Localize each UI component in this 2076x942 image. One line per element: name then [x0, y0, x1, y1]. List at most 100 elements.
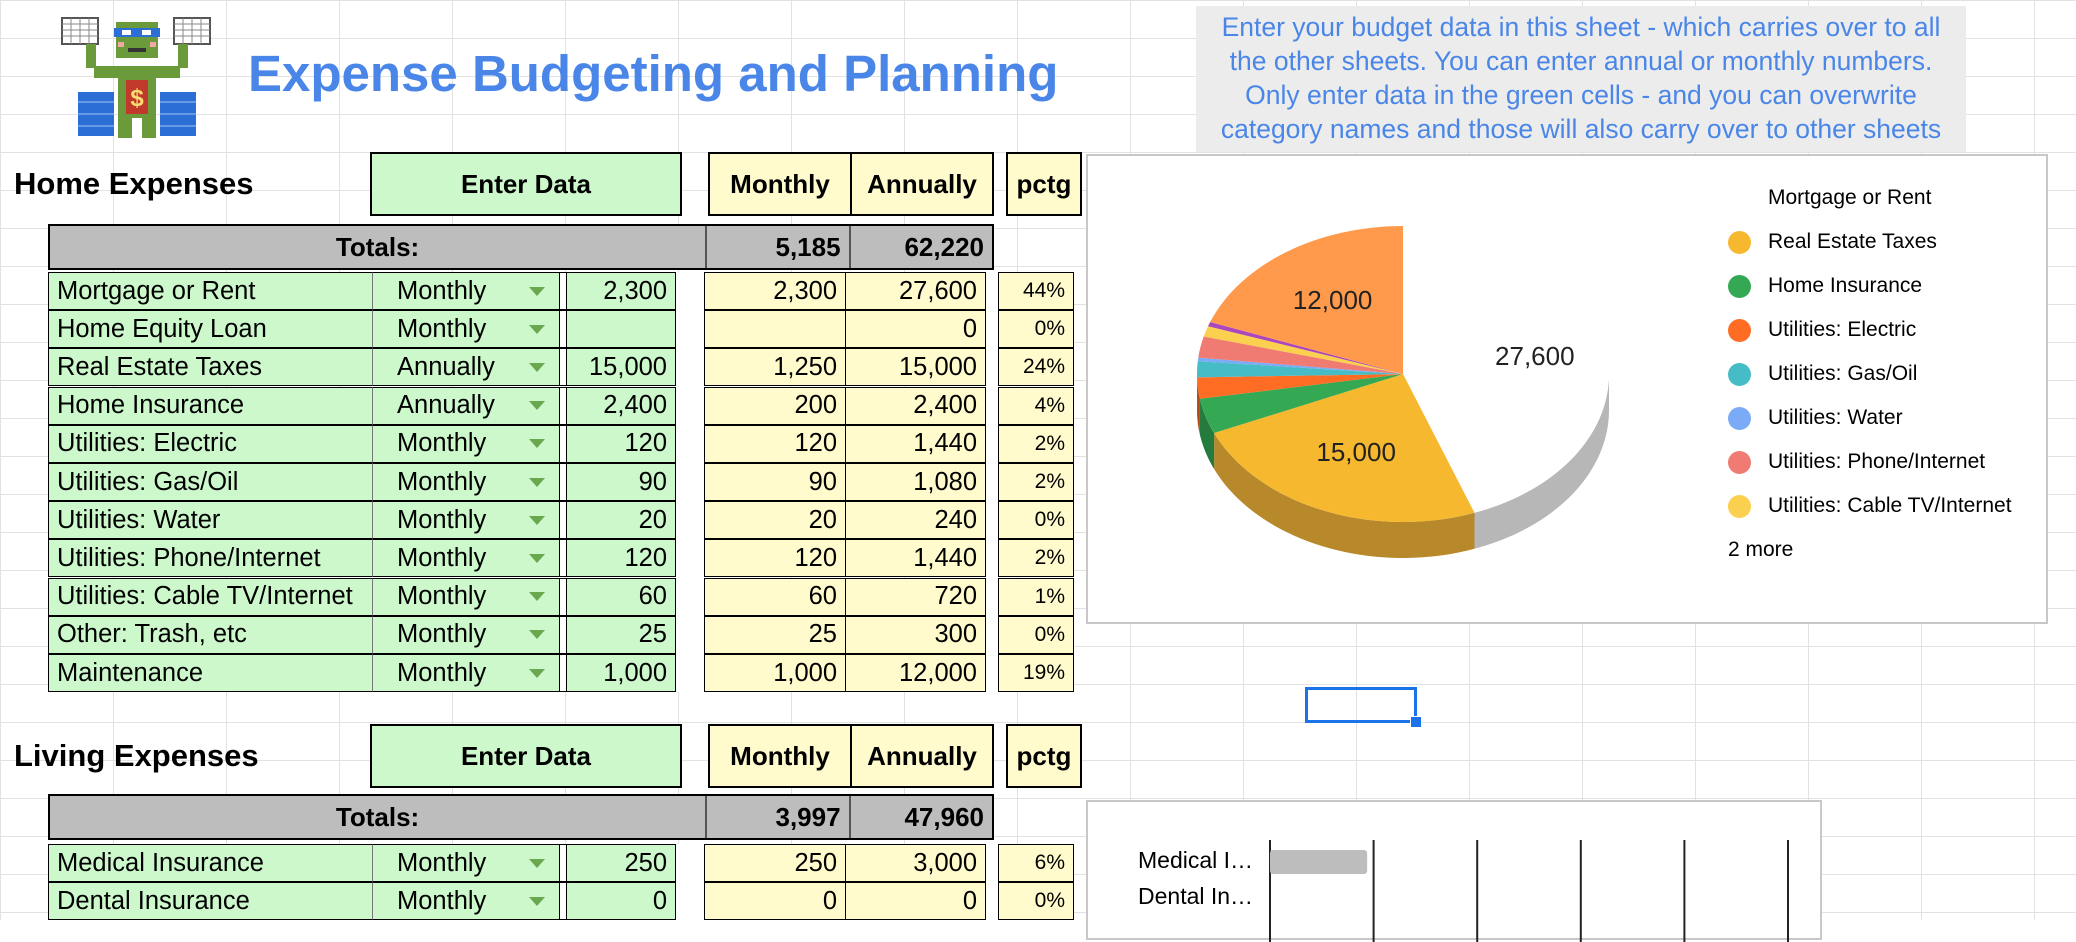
category-name-cell[interactable]: Medical Insurance: [48, 844, 372, 882]
monthly-cell: [704, 310, 846, 348]
pctg-cell: 44%: [998, 272, 1074, 310]
category-name-cell[interactable]: Utilities: Gas/Oil: [48, 463, 372, 501]
note-line: Enter your budget data in this sheet - w…: [1196, 10, 1966, 44]
category-name-cell[interactable]: Dental Insurance: [48, 882, 372, 920]
selected-cell[interactable]: [1305, 687, 1417, 723]
amount-input-cell[interactable]: 2,300: [566, 272, 676, 310]
frequency-dropdown[interactable]: Monthly: [372, 310, 560, 348]
legend-more[interactable]: 2 more: [1728, 528, 2012, 572]
amount-input-cell[interactable]: 15,000: [566, 348, 676, 386]
pctg-cell: 0%: [998, 310, 1074, 348]
legend-label: Utilities: Phone/Internet: [1768, 450, 1985, 474]
monthly-cell: 200: [704, 387, 846, 425]
dropdown-arrow-icon[interactable]: [529, 859, 545, 868]
amount-input-cell[interactable]: 120: [566, 425, 676, 463]
category-name-cell[interactable]: Utilities: Electric: [48, 425, 372, 463]
bar-chart[interactable]: Medical I…Dental In…: [1086, 800, 1822, 940]
category-name-cell[interactable]: Utilities: Phone/Internet: [48, 539, 372, 577]
pctg-cell: 2%: [998, 539, 1074, 577]
amount-input-cell[interactable]: [566, 310, 676, 348]
amount-input-cell[interactable]: 120: [566, 539, 676, 577]
category-name-cell[interactable]: Real Estate Taxes: [48, 348, 372, 386]
amount-input-cell[interactable]: 60: [566, 578, 676, 616]
dropdown-arrow-icon[interactable]: [529, 363, 545, 372]
living-pctg-header: pctg: [1006, 724, 1082, 788]
bar-category-label: Medical I…: [1138, 847, 1253, 873]
category-name-cell[interactable]: Other: Trash, etc: [48, 616, 372, 654]
frequency-dropdown[interactable]: Monthly: [372, 272, 560, 310]
home-annually-header: Annually: [850, 152, 994, 216]
category-name-cell[interactable]: Utilities: Cable TV/Internet: [48, 578, 372, 616]
category-name-cell[interactable]: Utilities: Water: [48, 501, 372, 539]
frequency-value: Annually: [397, 353, 495, 382]
dropdown-arrow-icon[interactable]: [529, 554, 545, 563]
monthly-cell: 120: [704, 425, 846, 463]
category-name-cell[interactable]: Mortgage or Rent: [48, 272, 372, 310]
legend-item[interactable]: Utilities: Gas/Oil: [1728, 352, 2012, 396]
dropdown-arrow-icon[interactable]: [529, 516, 545, 525]
legend-item[interactable]: Utilities: Phone/Internet: [1728, 440, 2012, 484]
amount-input-cell[interactable]: 25: [566, 616, 676, 654]
frequency-dropdown[interactable]: Monthly: [372, 425, 560, 463]
spacer-cell: [986, 501, 998, 539]
annually-cell: 12,000: [846, 654, 986, 692]
bar[interactable]: [1270, 850, 1367, 874]
dropdown-arrow-icon[interactable]: [529, 669, 545, 678]
legend-item[interactable]: Home Insurance: [1728, 264, 2012, 308]
frequency-dropdown[interactable]: Annually: [372, 348, 560, 386]
legend-dot: [1728, 363, 1751, 386]
monthly-cell: 25: [704, 616, 846, 654]
dropdown-arrow-icon[interactable]: [529, 325, 545, 334]
legend-label: Home Insurance: [1768, 274, 1922, 298]
dropdown-arrow-icon[interactable]: [529, 592, 545, 601]
spacer-cell: [676, 425, 704, 463]
frequency-dropdown[interactable]: Monthly: [372, 882, 560, 920]
pctg-cell: 19%: [998, 654, 1074, 692]
living-totals-row: Totals: 3,997 47,960: [48, 794, 994, 840]
category-name-cell[interactable]: Home Equity Loan: [48, 310, 372, 348]
amount-input-cell[interactable]: 2,400: [566, 387, 676, 425]
category-name-cell[interactable]: Maintenance: [48, 654, 372, 692]
robot-logo-icon: $: [58, 14, 216, 140]
frequency-dropdown[interactable]: Monthly: [372, 539, 560, 577]
dropdown-arrow-icon[interactable]: [529, 401, 545, 410]
spacer-cell: [676, 654, 704, 692]
legend-item[interactable]: Utilities: Water: [1728, 396, 2012, 440]
dropdown-arrow-icon[interactable]: [529, 287, 545, 296]
frequency-dropdown[interactable]: Monthly: [372, 463, 560, 501]
monthly-cell: 250: [704, 844, 846, 882]
amount-input-cell[interactable]: 20: [566, 501, 676, 539]
legend-item[interactable]: Utilities: Electric: [1728, 308, 2012, 352]
spacer-cell: [986, 387, 998, 425]
amount-input-cell[interactable]: 90: [566, 463, 676, 501]
spacer-cell: [676, 387, 704, 425]
annually-cell: 300: [846, 616, 986, 654]
frequency-dropdown[interactable]: Monthly: [372, 654, 560, 692]
frequency-dropdown[interactable]: Annually: [372, 387, 560, 425]
amount-input-cell[interactable]: 250: [566, 844, 676, 882]
legend-item[interactable]: Utilities: Cable TV/Internet: [1728, 484, 2012, 528]
frequency-dropdown[interactable]: Monthly: [372, 501, 560, 539]
dropdown-arrow-icon[interactable]: [529, 478, 545, 487]
amount-input-cell[interactable]: 1,000: [566, 654, 676, 692]
legend-item[interactable]: Real Estate Taxes: [1728, 220, 2012, 264]
dropdown-arrow-icon[interactable]: [529, 439, 545, 448]
monthly-cell: 0: [704, 882, 846, 920]
frequency-dropdown[interactable]: Monthly: [372, 578, 560, 616]
legend-dot: [1728, 451, 1751, 474]
frequency-value: Annually: [397, 391, 495, 420]
fill-handle[interactable]: [1410, 716, 1422, 728]
amount-input-cell[interactable]: 0: [566, 882, 676, 920]
monthly-cell: 2,300: [704, 272, 846, 310]
frequency-dropdown[interactable]: Monthly: [372, 844, 560, 882]
dropdown-arrow-icon[interactable]: [529, 897, 545, 906]
category-name-cell[interactable]: Home Insurance: [48, 387, 372, 425]
annually-cell: 15,000: [846, 348, 986, 386]
dropdown-arrow-icon[interactable]: [529, 630, 545, 639]
legend-item[interactable]: Mortgage or Rent: [1728, 176, 2012, 220]
legend-label: Utilities: Water: [1768, 406, 1903, 430]
spacer-cell: [986, 348, 998, 386]
frequency-dropdown[interactable]: Monthly: [372, 616, 560, 654]
